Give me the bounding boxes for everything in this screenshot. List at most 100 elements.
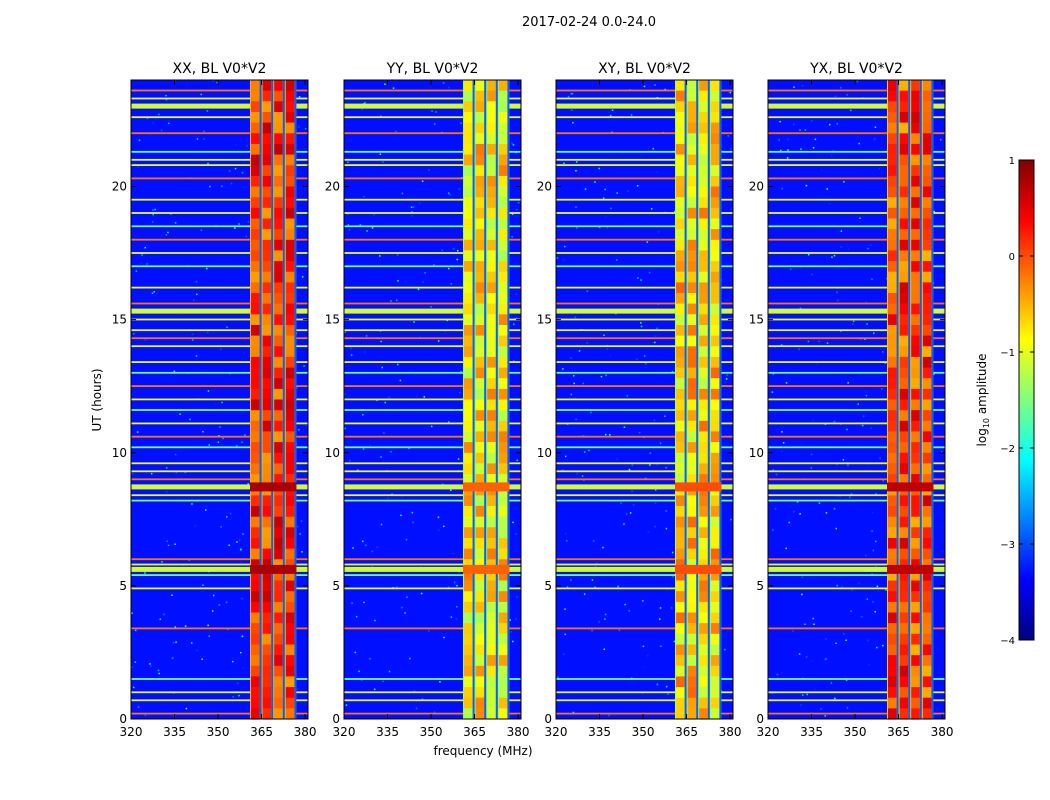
rfi-line: [768, 286, 945, 289]
signal-cell: [285, 154, 295, 166]
noise-pixel: [876, 585, 879, 588]
signal-cell: [487, 697, 496, 709]
x-tick-label: 350: [420, 725, 443, 739]
signal-cell: [498, 303, 508, 315]
signal-cell: [475, 186, 485, 198]
signal-cell: [687, 218, 697, 230]
signal-cell: [274, 655, 283, 667]
signal-cell: [464, 548, 473, 560]
rfi-line: [556, 371, 733, 374]
noise-pixel: [387, 497, 389, 500]
noise-pixel: [570, 93, 573, 95]
signal-cell: [487, 665, 496, 677]
signal-cell: [888, 623, 897, 635]
noise-pixel: [384, 401, 386, 404]
noise-pixel: [144, 714, 147, 717]
signal-cell: [911, 261, 920, 273]
rfi-line: [556, 212, 733, 214]
noise-pixel: [725, 378, 728, 380]
signal-cell: [687, 623, 697, 635]
signal-cell: [464, 165, 473, 177]
signal-cell: [899, 676, 909, 688]
noise-pixel: [640, 322, 642, 324]
noise-pixel: [648, 271, 651, 274]
signal-cell: [498, 644, 508, 656]
signal-cell: [687, 122, 697, 134]
noise-pixel: [219, 426, 221, 428]
signal-cell: [274, 197, 283, 209]
signal-cell: [475, 112, 485, 124]
signal-cell: [710, 165, 720, 177]
signal-cell: [285, 569, 295, 582]
rfi-line: [344, 627, 521, 630]
signal-cell: [475, 506, 485, 518]
noise-pixel: [653, 419, 656, 422]
rfi-line: [131, 302, 308, 305]
signal-cell: [676, 367, 685, 379]
x-tick-label: 365: [250, 725, 273, 739]
signal-cell: [699, 516, 708, 528]
signal-cell: [498, 282, 508, 294]
signal-cell: [676, 165, 685, 177]
rfi-line: [768, 478, 945, 481]
signal-cell: [699, 623, 708, 635]
rfi-line: [131, 318, 308, 321]
signal-cell: [710, 90, 720, 102]
noise-pixel: [799, 129, 801, 131]
noise-pixel: [793, 123, 795, 126]
signal-cell: [487, 388, 496, 401]
noise-pixel: [234, 167, 237, 170]
signal-cell: [487, 399, 496, 411]
y-tick-label: 0: [756, 712, 764, 726]
band-gap: [495, 80, 498, 719]
signal-cell: [888, 186, 897, 198]
noise-pixel: [787, 138, 789, 141]
panel-frame: [130, 79, 309, 720]
noise-pixel: [772, 529, 774, 531]
signal-cell: [487, 452, 496, 464]
rfi-line: [344, 265, 521, 268]
signal-cell: [498, 569, 508, 582]
rfi-band: [556, 103, 733, 109]
signal-cell: [487, 431, 496, 443]
noise-pixel: [207, 162, 209, 165]
signal-cell: [475, 175, 485, 188]
signal-cell: [274, 250, 283, 262]
signal-cell: [911, 612, 920, 624]
signal-cell: [710, 474, 720, 486]
noise-pixel: [814, 138, 817, 141]
rfi-line: [344, 462, 521, 465]
noise-pixel: [842, 459, 845, 461]
signal-cell: [710, 548, 720, 560]
signal-hotspot: [463, 482, 510, 492]
signal-cell: [687, 655, 697, 667]
signal-cell: [251, 655, 260, 667]
panel-title: YY, BL V0*V2: [386, 61, 479, 77]
noise-pixel: [812, 617, 814, 620]
noise-pixel: [245, 235, 247, 238]
noise-pixel: [345, 704, 348, 706]
signal-cell: [687, 282, 697, 294]
signal-cell: [899, 122, 909, 134]
signal-cell: [888, 112, 897, 124]
signal-cell: [464, 197, 473, 209]
signal-cell: [251, 452, 260, 464]
rfi-band: [344, 484, 521, 490]
signal-cell: [899, 431, 909, 443]
rfi-line: [131, 499, 308, 502]
noise-pixel: [609, 115, 612, 117]
signal-cell: [285, 708, 295, 720]
signal-cell: [699, 122, 708, 134]
signal-cell: [464, 612, 473, 624]
signal-cell: [464, 346, 473, 358]
signal-cell: [251, 143, 260, 156]
rfi-line: [131, 212, 308, 214]
signal-cell: [285, 591, 295, 603]
signal-cell: [251, 314, 260, 326]
signal-cell: [888, 314, 897, 326]
signal-cell: [251, 186, 260, 198]
noise-pixel: [820, 169, 823, 172]
noise-pixel: [574, 316, 577, 319]
noise-pixel: [671, 551, 674, 554]
rfi-line: [768, 499, 945, 502]
